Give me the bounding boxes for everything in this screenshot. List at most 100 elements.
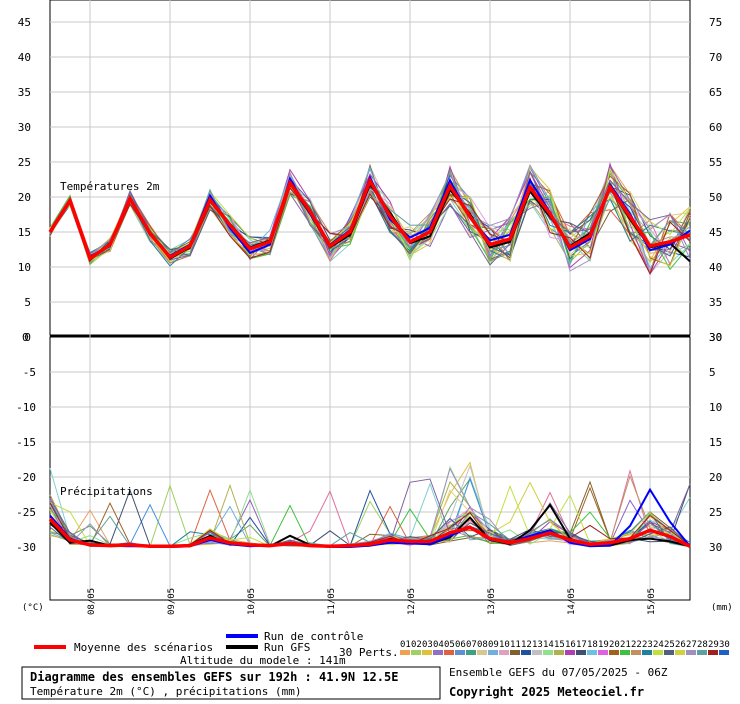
y-tick-label: 10 — [18, 261, 31, 274]
legend-perts-label: 30 Perts. — [339, 646, 399, 659]
footer-title-box — [21, 666, 441, 700]
y-right-tick-label: 40 — [709, 261, 722, 274]
pert-number: 06 — [455, 640, 466, 650]
pert-number: 24 — [653, 640, 664, 650]
y-right-tick-label: 35 — [709, 296, 722, 309]
pert-swatch — [499, 650, 509, 655]
pert-number: 25 — [664, 640, 675, 650]
pert-number: 30 — [719, 640, 730, 650]
legend-control-label: Run de contrôle — [264, 630, 363, 643]
y-tick-label: 30 — [18, 121, 31, 134]
pert-swatch — [521, 650, 531, 655]
x-tick-label: 15/05 — [647, 588, 657, 615]
y-right-tick-label: 45 — [709, 226, 722, 239]
pert-number: 10 — [499, 640, 510, 650]
y-tick-label: 0 — [24, 331, 31, 344]
y-tick-label: -10 — [16, 401, 36, 414]
pert-swatch — [620, 650, 630, 655]
left-unit-label: (°C) — [22, 603, 44, 613]
pert-swatch — [686, 650, 696, 655]
pert-number: 05 — [444, 640, 455, 650]
pert-number: 28 — [697, 640, 708, 650]
pert-swatch — [642, 650, 652, 655]
y-right-tick-label: 60 — [709, 121, 722, 134]
pert-number: 02 — [411, 640, 422, 650]
right-unit-label: (mm) — [711, 603, 733, 613]
y-right-tick-label: 5 — [709, 366, 716, 379]
y-right-tick-label: 50 — [709, 191, 722, 204]
y-right-tick-label: 75 — [709, 16, 722, 29]
pert-number: 15 — [554, 640, 565, 650]
pert-number: 26 — [675, 640, 686, 650]
y-tick-label: 35 — [18, 86, 31, 99]
y-tick-label: 25 — [18, 156, 31, 169]
y-right-tick-label: 30 — [709, 331, 722, 344]
pert-swatch — [510, 650, 520, 655]
grid-lines — [50, 0, 690, 600]
precipitation-label: Précipitations — [60, 485, 153, 498]
footer-subtitle: Température 2m (°C) , précipitations (mm… — [30, 685, 302, 698]
y-tick-label: -15 — [16, 436, 36, 449]
x-tick-label: 13/05 — [487, 588, 497, 615]
pert-number: 27 — [686, 640, 697, 650]
y-axis-labels: 0 30 5 35 10 40 15 45 20 50 25 55 30 60 35 65 40 70 45 75 -5… — [16, 16, 722, 554]
pert-swatch — [631, 650, 641, 655]
x-tick-label: 11/05 — [327, 588, 337, 615]
pert-number: 17 — [576, 640, 587, 650]
pert-number: 12 — [521, 640, 532, 650]
mean-temperature-line — [48, 176, 691, 262]
pert-swatch — [488, 650, 498, 655]
pert-swatch — [565, 650, 575, 655]
y-right-tick-label: 25 — [709, 506, 722, 519]
pert-number: 04 — [433, 640, 444, 650]
y-right-tick-label: 20 — [709, 471, 722, 484]
x-tick-label: 09/05 — [167, 588, 177, 615]
temperature-label: Températures 2m — [60, 180, 160, 193]
legend-gfs-label: Run GFS — [264, 641, 310, 654]
y-right-tick-label: 70 — [709, 51, 722, 64]
pert-swatch — [411, 650, 421, 655]
pert-swatch — [466, 650, 476, 655]
y-right-tick-label: 65 — [709, 86, 722, 99]
main-series — [48, 174, 691, 549]
pert-number: 03 — [422, 640, 433, 650]
x-tick-label: 10/05 — [247, 588, 257, 615]
y-right-tick-label: 10 — [709, 401, 722, 414]
pert-number: 09 — [488, 640, 499, 650]
pert-swatch — [400, 650, 410, 655]
pert-number: 19 — [598, 640, 609, 650]
y-tick-label: 45 — [18, 16, 31, 29]
pert-swatch — [708, 650, 718, 655]
pert-number: 29 — [708, 640, 719, 650]
y-tick-label: -25 — [16, 506, 36, 519]
y-tick-label: 15 — [18, 226, 31, 239]
pert-number: 23 — [642, 640, 653, 650]
pert-swatch — [598, 650, 608, 655]
y-tick-label: -20 — [16, 471, 36, 484]
pert-swatch — [576, 650, 586, 655]
pert-swatch — [433, 650, 443, 655]
x-tick-label: 12/05 — [407, 588, 417, 615]
y-right-tick-label: 30 — [709, 331, 722, 344]
ensemble-member-temperature — [49, 166, 691, 267]
pert-swatch — [455, 650, 465, 655]
perturbation-legend: 01 02 03 04 05 06 07 08 09 10 11 12 13 14 15 16 17 18 19 20… — [400, 640, 730, 655]
y-right-tick-label: 15 — [709, 436, 722, 449]
pert-swatch — [664, 650, 674, 655]
y-tick-label: 5 — [24, 296, 31, 309]
pert-swatch — [554, 650, 564, 655]
y-right-tick-label: 55 — [709, 156, 722, 169]
pert-swatch — [422, 650, 432, 655]
pert-swatch — [444, 650, 454, 655]
y-tick-label: 40 — [18, 51, 31, 64]
pert-number: 11 — [510, 640, 521, 650]
pert-swatch — [609, 650, 619, 655]
pert-number: 22 — [631, 640, 642, 650]
pert-number: 14 — [543, 640, 554, 650]
y-right-tick-label: 30 — [709, 541, 722, 554]
x-axis-labels: 08/05 09/05 10/05 11/05 12/05 13/05 14/05 15/05 — [87, 588, 657, 615]
pert-swatch — [719, 650, 729, 655]
pert-swatch — [587, 650, 597, 655]
